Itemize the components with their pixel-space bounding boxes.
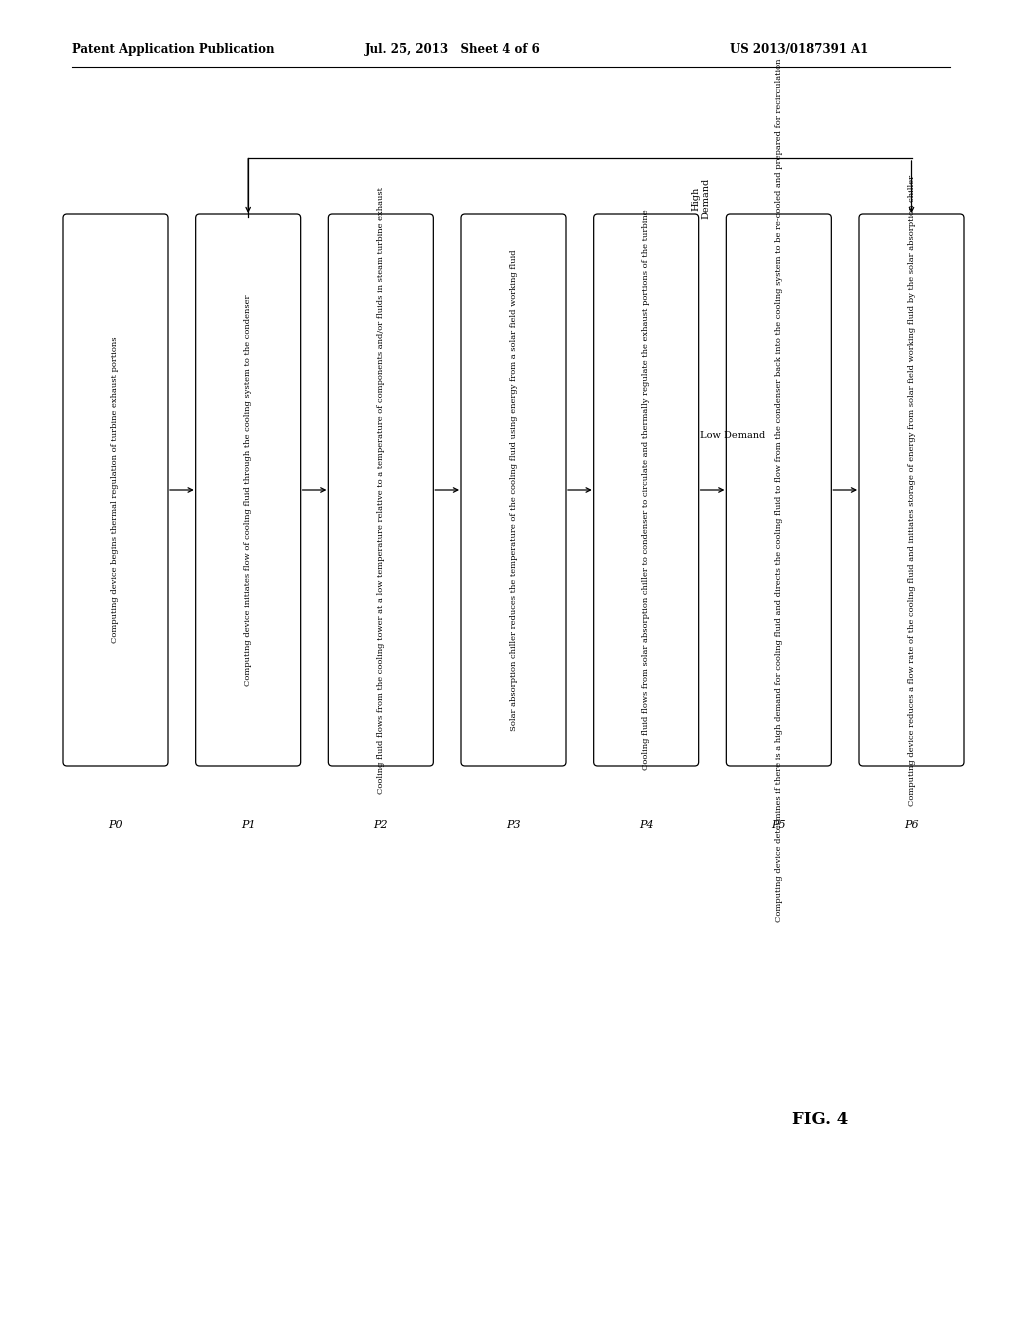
Text: High
Demand: High Demand <box>691 178 711 219</box>
FancyBboxPatch shape <box>594 214 698 766</box>
FancyBboxPatch shape <box>859 214 964 766</box>
Text: P0: P0 <box>109 820 123 830</box>
FancyBboxPatch shape <box>63 214 168 766</box>
Text: Computing device begins thermal regulation of turbine exhaust portions: Computing device begins thermal regulati… <box>112 337 120 643</box>
Text: P4: P4 <box>639 820 653 830</box>
Text: Computing device initiates flow of cooling fluid through the cooling system to t: Computing device initiates flow of cooli… <box>244 294 252 686</box>
Text: P2: P2 <box>374 820 388 830</box>
Text: Cooling fluid flows from the cooling tower at a low temperature relative to a te: Cooling fluid flows from the cooling tow… <box>377 186 385 793</box>
Text: Low Demand: Low Demand <box>699 430 765 440</box>
Text: Cooling fluid flows from solar absorption chiller to condenser to circulate and : Cooling fluid flows from solar absorptio… <box>642 210 650 771</box>
Text: P3: P3 <box>506 820 521 830</box>
Text: P1: P1 <box>241 820 255 830</box>
Text: US 2013/0187391 A1: US 2013/0187391 A1 <box>730 44 868 57</box>
Text: P5: P5 <box>771 820 786 830</box>
Text: Solar absorption chiller reduces the temperature of the cooling fluid using ener: Solar absorption chiller reduces the tem… <box>510 249 517 731</box>
Text: Computing device reduces a flow rate of the cooling fluid and initiates storage : Computing device reduces a flow rate of … <box>907 174 915 805</box>
Text: Computing device determines if there is a high demand for cooling fluid and dire: Computing device determines if there is … <box>775 58 782 921</box>
FancyBboxPatch shape <box>196 214 301 766</box>
FancyBboxPatch shape <box>726 214 831 766</box>
Text: Patent Application Publication: Patent Application Publication <box>72 44 274 57</box>
FancyBboxPatch shape <box>329 214 433 766</box>
Text: Jul. 25, 2013   Sheet 4 of 6: Jul. 25, 2013 Sheet 4 of 6 <box>365 44 541 57</box>
Text: FIG. 4: FIG. 4 <box>792 1111 848 1129</box>
FancyBboxPatch shape <box>461 214 566 766</box>
Text: P6: P6 <box>904 820 919 830</box>
